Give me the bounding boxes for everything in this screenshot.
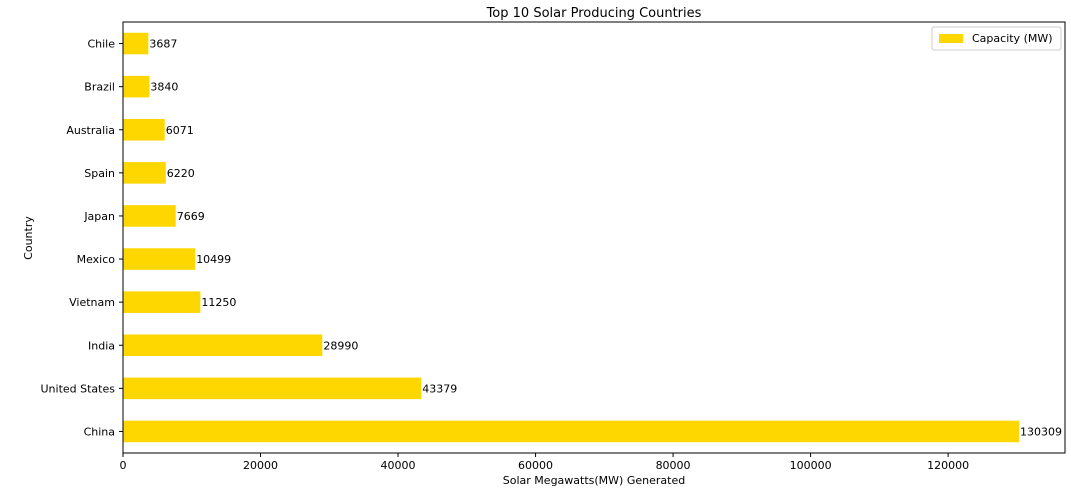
- x-tick-label: 20000: [243, 459, 278, 472]
- x-axis-label: Solar Megawatts(MW) Generated: [503, 474, 685, 487]
- legend-box: [931, 26, 1062, 51]
- legend: Capacity (MW): [931, 26, 1062, 51]
- bar-labels-group: 130309 43379 28990 11250 10499 7669 6220 6071 38…: [149, 38, 1062, 439]
- y-tick-label: Japan: [83, 210, 115, 223]
- x-tick-label: 120000: [927, 459, 969, 472]
- chart-title: Top 10 Solar Producing Countries: [486, 6, 702, 21]
- bar-value-label: 3840: [150, 81, 178, 94]
- bar-india: [123, 334, 323, 357]
- bar-spain: [123, 162, 166, 184]
- bar-value-label: 7669: [177, 210, 205, 223]
- y-tick-label: Australia: [66, 124, 115, 137]
- bar-brazil: [123, 75, 150, 98]
- bar-china: [123, 420, 1019, 443]
- plot-frame: [122, 21, 1066, 454]
- x-tick-label: 0: [120, 459, 127, 472]
- y-tick-label: Spain: [84, 167, 115, 180]
- bar-vietnam: [123, 291, 201, 313]
- y-tick-label: India: [88, 339, 115, 352]
- y-axis-label: Country: [22, 216, 35, 260]
- y-tick-label: Mexico: [77, 253, 116, 266]
- bar-value-label: 11250: [201, 296, 236, 309]
- bar-value-label: 43379: [422, 382, 457, 395]
- bar-japan: [123, 205, 176, 227]
- y-tick-label: Brazil: [84, 81, 115, 94]
- bar-value-label: 6071: [166, 124, 194, 137]
- x-axis-ticks: 0 20000 40000 60000 80000 100000 120000: [120, 453, 969, 472]
- legend-label: Capacity (MW): [972, 32, 1053, 45]
- bar-value-label: 130309: [1020, 425, 1062, 438]
- x-tick-label: 80000: [656, 459, 691, 472]
- x-tick-label: 40000: [381, 459, 416, 472]
- legend-swatch: [939, 34, 963, 43]
- bar-value-label: 28990: [323, 339, 358, 352]
- bar-australia: [123, 118, 165, 141]
- bar-mexico: [123, 248, 196, 270]
- bar-value-label: 3687: [149, 38, 177, 51]
- x-tick-label: 100000: [790, 459, 832, 472]
- y-tick-label: Vietnam: [69, 296, 115, 309]
- y-axis-ticks: China United States India Vietnam Mexico Japa…: [41, 38, 123, 438]
- bar-value-label: 6220: [167, 167, 195, 180]
- y-tick-label: Chile: [87, 38, 115, 51]
- y-tick-label: China: [84, 425, 115, 438]
- x-tick-label: 60000: [518, 459, 553, 472]
- y-tick-label: United States: [41, 382, 116, 395]
- bar-value-label: 10499: [196, 253, 231, 266]
- bar-chile: [123, 32, 149, 55]
- bar-united-states: [123, 377, 422, 400]
- bars-group: [123, 32, 1019, 443]
